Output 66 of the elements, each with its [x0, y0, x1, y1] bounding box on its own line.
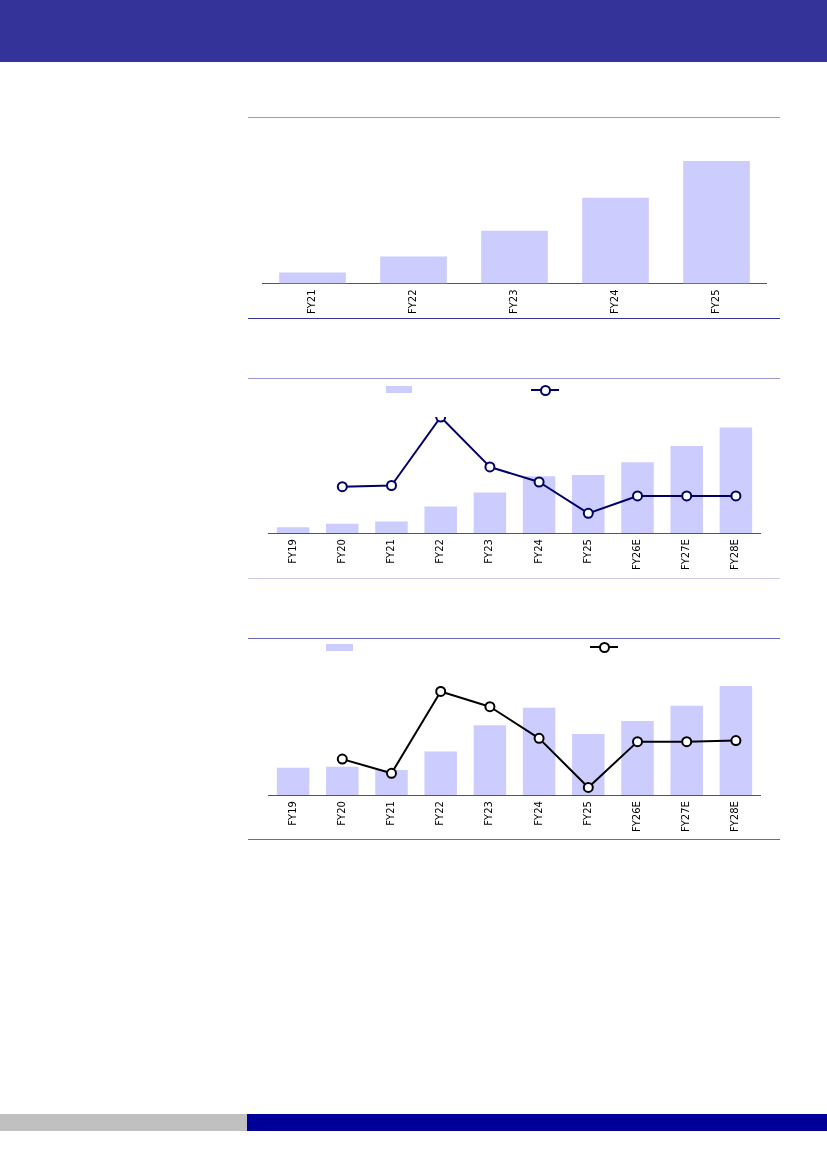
x-tick-label: FY25 — [581, 801, 593, 826]
point — [681, 736, 693, 748]
bar — [683, 161, 750, 284]
bar — [424, 506, 457, 534]
point — [336, 481, 348, 493]
x-tick-label: FY22 — [434, 539, 446, 564]
bar — [276, 767, 310, 796]
point — [632, 736, 643, 748]
point — [582, 507, 594, 519]
bar — [582, 197, 649, 284]
point — [681, 490, 693, 502]
x-tick-label: FY23 — [483, 801, 495, 826]
point — [730, 490, 742, 502]
point — [632, 490, 643, 502]
point — [435, 686, 447, 697]
bar — [621, 720, 654, 796]
bar — [473, 492, 507, 534]
x-tick-label: FY27E — [680, 539, 692, 570]
x-tick-label: FY21 — [306, 289, 318, 315]
x-tick-label: FY24 — [609, 289, 621, 315]
bar — [276, 527, 310, 534]
x-tick-label: FY22 — [407, 289, 419, 315]
x-tick-label: FY19 — [286, 801, 298, 826]
bar — [473, 725, 507, 796]
x-tick-label: FY28E — [729, 801, 741, 832]
x-tick-label: FY25 — [581, 539, 593, 564]
bar — [326, 523, 359, 534]
x-tick-label: FY26E — [631, 539, 643, 570]
x-tick-label: FY21 — [385, 801, 397, 826]
bar — [719, 427, 753, 534]
bar — [375, 521, 408, 534]
x-tick-label: FY23 — [483, 539, 495, 564]
x-tick-label: FY24 — [532, 801, 544, 826]
bar — [670, 705, 703, 796]
bar — [326, 766, 359, 796]
point — [533, 732, 545, 744]
point — [386, 767, 397, 779]
point — [533, 476, 545, 488]
bar — [572, 475, 605, 534]
bar — [621, 462, 654, 534]
bar — [572, 734, 605, 796]
x-tick-label: FY28E — [729, 539, 741, 570]
bar — [522, 707, 556, 796]
x-tick-label: FY21 — [385, 539, 397, 564]
x-tick-label: FY26E — [631, 801, 643, 832]
point — [336, 753, 348, 765]
x-tick-label: FY25 — [710, 289, 722, 315]
bar — [481, 230, 548, 284]
bar — [719, 686, 753, 796]
x-tick-label: FY20 — [335, 539, 347, 564]
bar — [522, 476, 556, 534]
x-tick-label: FY20 — [335, 801, 347, 826]
x-tick-label: FY22 — [434, 801, 446, 826]
point — [386, 480, 397, 491]
x-tick-label: FY24 — [532, 539, 544, 564]
point — [484, 701, 496, 713]
point — [582, 781, 594, 793]
x-tick-label: FY27E — [680, 801, 692, 832]
x-tick-label: FY23 — [508, 289, 520, 315]
bar — [424, 751, 457, 796]
point — [730, 735, 742, 747]
bar — [670, 446, 703, 534]
bar — [279, 272, 346, 284]
x-tick-label: FY19 — [286, 539, 298, 564]
bar — [380, 256, 447, 284]
point — [484, 461, 496, 473]
